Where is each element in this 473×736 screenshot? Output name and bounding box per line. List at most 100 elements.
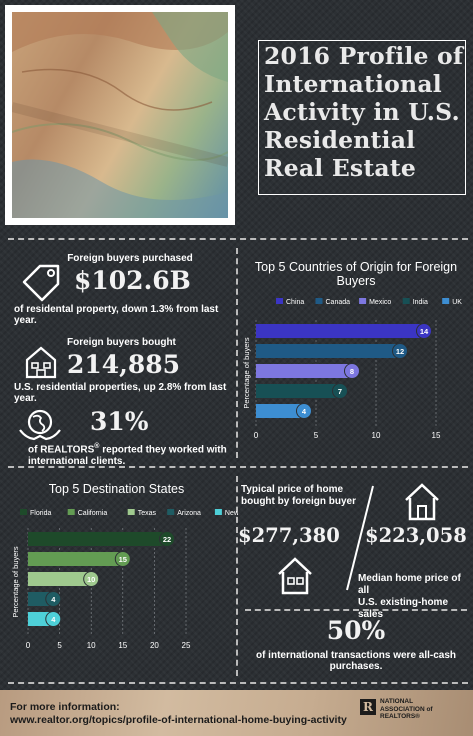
bar-end-cap: [344, 363, 360, 379]
realtor-logo-icon: R: [360, 699, 376, 715]
logo-line3: REALTORS®: [380, 713, 420, 720]
tick-label: 0: [26, 641, 31, 650]
stat-bought-pre: Foreign buyers bought: [67, 337, 176, 348]
bar-value-label: 4: [51, 615, 56, 624]
logo-line1: NATIONAL: [380, 698, 414, 705]
map-illustration: [12, 12, 228, 218]
footer-url[interactable]: www.realtor.org/topics/profile-of-intern…: [10, 714, 347, 726]
bar-end-cap: [83, 571, 100, 587]
title-line: Real Estate: [264, 154, 417, 182]
bar: [28, 532, 168, 546]
footer: [0, 690, 473, 736]
bar: [256, 344, 400, 358]
bar: [256, 324, 424, 338]
median-price-label-1: Median home price of all: [358, 573, 461, 596]
stat-realtors-value: 31%: [90, 407, 149, 436]
footer-info: For more information: www.realtor.org/to…: [10, 701, 347, 727]
tick-label: 10: [372, 431, 381, 440]
bar-end-cap: [159, 531, 176, 547]
title-frame: [258, 40, 466, 195]
bar-value-label: 10: [87, 575, 95, 584]
median-price-label: Median home price of all U.S. existing-h…: [358, 573, 473, 621]
typical-price-label: Typical price of home bought by foreign …: [241, 484, 356, 508]
tick-label: 10: [87, 641, 96, 650]
legend-swatch: [442, 298, 450, 304]
legend-swatch: [276, 298, 283, 304]
footer-line1: For more information:: [10, 701, 120, 713]
legend-swatch: [67, 509, 75, 515]
bar-value-label: 8: [350, 367, 354, 376]
typical-price-label-1: Typical price of home: [241, 484, 344, 495]
stat-purchased-pre: Foreign buyers purchased: [67, 253, 193, 264]
bar-value-label: 15: [119, 555, 127, 564]
stat-purchased-value: $102.6B: [74, 266, 191, 295]
legend-label: UK: [452, 299, 462, 306]
divider: [236, 476, 238, 676]
divider: [245, 609, 467, 611]
legend-label: China: [286, 299, 304, 306]
legend-label: Mexico: [369, 299, 391, 306]
legend-swatch: [214, 509, 222, 515]
y-axis-label: Percentage of buyers: [11, 546, 20, 618]
bar-end-cap: [332, 383, 348, 399]
states-chart-title: Top 5 Destination States: [48, 482, 185, 496]
tick-label: 5: [57, 641, 62, 650]
bar-end-cap: [392, 343, 408, 359]
globe-handshake-icon: [19, 409, 61, 441]
median-price-label-2: U.S. existing-home sales: [358, 597, 449, 620]
legend-label: India: [413, 299, 428, 306]
legend-swatch: [402, 298, 410, 304]
cash-value: 50%: [326, 616, 386, 645]
bar-value-label: 4: [51, 595, 56, 604]
bar: [256, 364, 352, 378]
title-line: Residential: [264, 126, 416, 154]
title-line: 2016 Profile of: [264, 42, 464, 70]
y-axis-label: Percentage of buyers: [242, 337, 251, 409]
stat-realtors-line1: of REALTORS: [28, 444, 95, 456]
registered-mark: ®: [94, 443, 100, 450]
divider: [8, 466, 468, 468]
cash-label: of international transactions were all-c…: [255, 650, 457, 672]
stat-realtors-line1-after: reported they worked with: [99, 444, 227, 456]
stat-purchased-post: of residental property, down 1.3% from l…: [14, 304, 219, 326]
bar: [256, 384, 340, 398]
tick-label: 20: [150, 641, 159, 650]
house-icon: [278, 557, 312, 595]
slash-divider: [346, 485, 374, 591]
bar-value-label: 4: [302, 407, 307, 416]
tick-label: 0: [254, 431, 259, 440]
legend-label: New York: [225, 510, 238, 517]
page-title: 2016 Profile of International Activity i…: [264, 42, 469, 182]
tick-label: 15: [118, 641, 127, 650]
tick-label: 5: [314, 431, 319, 440]
legend-swatch: [359, 298, 367, 304]
legend-label: Arizona: [177, 510, 201, 517]
house-icon: [405, 483, 439, 521]
legend-label: Texas: [138, 510, 157, 517]
logo-line2: ASSOCIATION of: [380, 705, 433, 713]
bar: [28, 552, 123, 566]
legend-label: California: [78, 510, 108, 517]
legend-label: Florida: [30, 510, 52, 517]
bar: [28, 572, 92, 586]
legend-swatch: [315, 298, 323, 304]
realtor-logo-text: NATIONAL ASSOCIATION of REALTORS®: [380, 698, 433, 721]
divider: [236, 248, 238, 458]
countries-chart: China Canada Mexico India UK 0 5 10 15 Percentage…: [242, 298, 462, 440]
title-line: International: [264, 70, 442, 98]
bar-end-cap: [45, 611, 62, 627]
bar-end-cap: [114, 551, 131, 567]
bar-end-cap: [416, 323, 432, 339]
bar: [256, 404, 304, 418]
stat-realtors-text: of REALTORS® reported they worked with i…: [28, 441, 233, 468]
bar-value-label: 22: [163, 535, 171, 544]
tick-label: 25: [182, 641, 191, 650]
legend-swatch: [127, 509, 135, 515]
divider: [8, 238, 468, 240]
stat-bought-value: 214,885: [67, 350, 181, 379]
title-line: Activity in U.S.: [264, 98, 460, 126]
map-photo: [12, 12, 228, 218]
bar-value-label: 7: [338, 387, 342, 396]
divider: [8, 682, 468, 684]
bar-value-label: 12: [396, 347, 404, 356]
